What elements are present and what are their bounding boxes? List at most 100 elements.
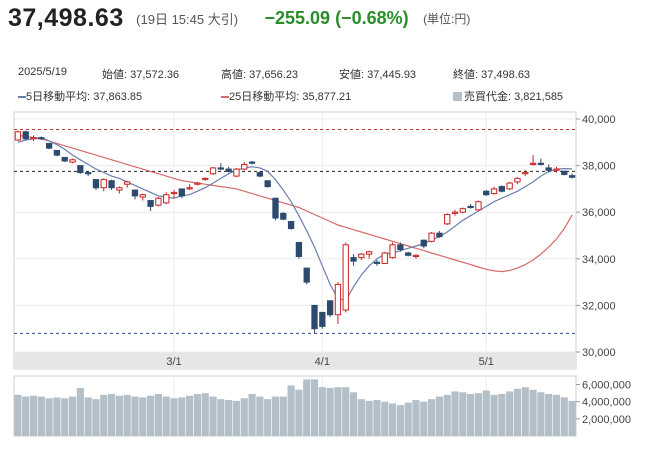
candle-body [389, 244, 396, 259]
volume-tick-label: 2,000,000 [582, 414, 631, 426]
ma25-legend-label: 25日移動平均: 35,877.21 [229, 91, 352, 103]
candle-body [14, 131, 22, 141]
volume-bar [537, 392, 545, 436]
volume-bar [482, 390, 490, 436]
legend-ma25: 25日移動平均: 35,877.21 [221, 88, 351, 104]
volume-bar [240, 398, 248, 436]
volume-bar [45, 398, 53, 436]
candle-body [30, 137, 37, 140]
candle-body [92, 179, 100, 189]
ma5-legend-label: 5日移動平均: 37,863.85 [26, 91, 143, 103]
volume-bar [84, 397, 92, 436]
price-tick-label: 36,000 [582, 207, 616, 219]
candle-body [155, 197, 162, 206]
volume-bar [334, 387, 342, 436]
volume-bar [498, 394, 506, 436]
candle-body [412, 254, 420, 257]
volume-bar [123, 394, 131, 436]
candle-body [342, 244, 349, 311]
candle-body [436, 232, 443, 238]
volume-bar [435, 396, 443, 436]
volume-bar [14, 394, 22, 436]
candle-body [311, 304, 318, 330]
candle-body [256, 172, 264, 177]
candle-body [326, 300, 334, 316]
candle-body [202, 177, 209, 181]
candle-body [100, 179, 107, 189]
date-tick-label: 3/1 [166, 356, 181, 368]
candle-body [350, 257, 357, 262]
candle-body [264, 180, 271, 188]
volume-bar [248, 394, 256, 436]
candle-body [194, 182, 201, 185]
candle-body [124, 181, 131, 185]
candle-body [428, 232, 435, 242]
volume-legend-label: 売買代金: 3,821,585 [464, 91, 564, 103]
chart-frame [13, 111, 577, 370]
volume-bar [147, 395, 155, 436]
info-low: 安値: 37,445.93 [339, 69, 417, 81]
price-tick-label: 34,000 [582, 254, 616, 266]
volume-bar [217, 399, 225, 436]
volume-bar [256, 396, 264, 436]
volume-bar [131, 396, 139, 436]
candle-body [319, 311, 326, 327]
candle-body [358, 253, 365, 259]
candle-body [280, 212, 287, 220]
candle-body [490, 188, 498, 195]
volume-bar [521, 387, 529, 436]
volume-bar [29, 395, 38, 436]
price-tick-label: 38,000 [582, 161, 616, 173]
candle-body [475, 201, 482, 211]
candle-body [373, 261, 381, 264]
candle-body [397, 244, 404, 250]
volume-bar [100, 394, 108, 436]
volume-bar [310, 379, 319, 436]
volume-bar [107, 394, 116, 436]
candle-body [498, 186, 506, 192]
volume-bar [326, 388, 334, 436]
candle-body [459, 208, 466, 213]
volume-bar [396, 405, 404, 436]
candle-body [295, 241, 303, 257]
volume-bar [388, 403, 397, 436]
volume-bar [193, 394, 202, 436]
x-axis-band [14, 352, 576, 369]
volume-bar [545, 394, 553, 436]
ma25-line [17, 134, 573, 273]
candle-body [248, 161, 256, 164]
ma5-legend-swatch [18, 96, 26, 99]
candle-body [365, 251, 373, 255]
volume-bar [490, 394, 498, 436]
info-date: 2025/5/19 [18, 66, 67, 78]
volume-bar [443, 394, 451, 436]
volume-bar [451, 391, 459, 436]
candle-body [163, 194, 170, 204]
candle-body [405, 252, 412, 256]
candle-body [553, 168, 560, 171]
volume-bar [357, 399, 365, 436]
candle-body [77, 165, 84, 174]
volume-tick-label: 4,000,000 [582, 397, 631, 409]
candle-body [545, 167, 552, 171]
candle-body [287, 221, 295, 230]
candle-body [420, 239, 427, 247]
info-high: 高値: 37,656.23 [221, 69, 299, 81]
volume-legend-swatch [453, 92, 462, 101]
candle-body [514, 177, 521, 183]
volume-bar [22, 396, 30, 436]
candle-body [217, 167, 225, 170]
candle-body [483, 190, 490, 196]
price-timestamp: (19日 15:45 大引) [136, 12, 239, 27]
ma25-legend-swatch [221, 96, 229, 99]
volume-bar [76, 388, 84, 436]
legend-volume: 売買代金: 3,821,585 [453, 88, 563, 104]
volume-bar [225, 400, 233, 436]
candle-body [45, 142, 53, 149]
candle-body [537, 162, 545, 165]
volume-bar [513, 388, 522, 436]
volume-bar [115, 395, 123, 436]
price-unit: (単位:円) [423, 12, 471, 26]
candle-body [38, 137, 45, 140]
candle-body [568, 175, 576, 178]
